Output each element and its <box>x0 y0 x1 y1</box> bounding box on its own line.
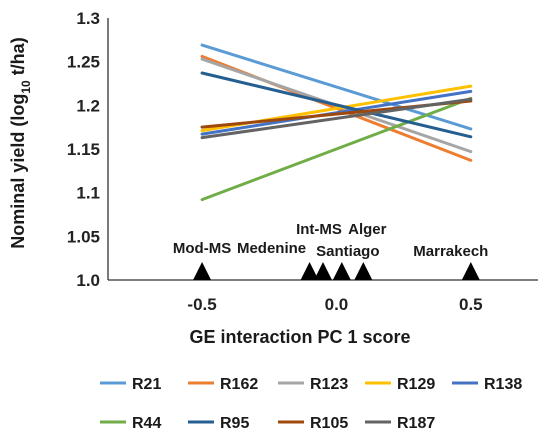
legend-label-r95: R95 <box>220 415 249 432</box>
marker-santiago <box>332 262 351 280</box>
env-label-int-ms: Int-MS <box>296 221 342 238</box>
y-axis-title: Nominal yield (log10 t/ha) <box>8 37 33 248</box>
env-label-medenine: Medenine <box>237 240 306 257</box>
legend-label-r129: R129 <box>397 376 435 393</box>
env-label-marrakech: Marrakech <box>413 243 488 260</box>
series-line-r44 <box>200 96 473 202</box>
y-tick-label: 1.3 <box>76 9 100 28</box>
marker-medenine <box>300 262 319 280</box>
y-tick-label: 1.15 <box>67 140 100 159</box>
env-label-alger: Alger <box>348 221 387 238</box>
series-line-r187 <box>200 97 473 140</box>
legend: R21 R162 R123 R129 R138 R44 R95 R105 R187 <box>100 376 522 432</box>
legend-label-r187: R187 <box>397 415 435 432</box>
legend-label-r21: R21 <box>132 376 161 393</box>
y-tick-label: 1.05 <box>67 227 100 246</box>
x-tick-label: 0.0 <box>325 295 349 314</box>
legend-label-r105: R105 <box>310 415 348 432</box>
marker-alger <box>354 262 373 280</box>
x-tick-label: -0.5 <box>187 295 216 314</box>
series-lines <box>200 43 473 202</box>
environment-labels: Mod-MS Medenine Int-MS Santiago Alger Marrake… <box>173 221 488 260</box>
marker-int-ms <box>314 262 332 280</box>
x-tick-labels: -0.5 0.0 0.5 <box>187 295 482 314</box>
marker-mod-ms <box>193 262 212 280</box>
legend-label-r162: R162 <box>220 376 258 393</box>
series-line-r95 <box>200 71 473 139</box>
legend-label-r44: R44 <box>132 415 161 432</box>
legend-label-r123: R123 <box>310 376 348 393</box>
env-label-mod-ms: Mod-MS <box>173 240 231 257</box>
env-label-santiago: Santiago <box>316 243 379 260</box>
marker-marrakech <box>461 262 480 280</box>
y-tick-label: 1.25 <box>67 53 100 72</box>
y-tick-label: 1.0 <box>76 271 100 290</box>
y-tick-label: 1.2 <box>76 96 100 115</box>
y-tick-labels: 1.0 1.05 1.1 1.15 1.2 1.25 1.3 <box>67 9 100 290</box>
environment-markers <box>193 262 480 280</box>
series-line-r21 <box>200 43 473 131</box>
x-axis-title: GE interaction PC 1 score <box>189 327 410 347</box>
legend-label-r138: R138 <box>484 376 522 393</box>
y-tick-label: 1.1 <box>76 184 100 203</box>
x-tick-label: 0.5 <box>459 295 483 314</box>
